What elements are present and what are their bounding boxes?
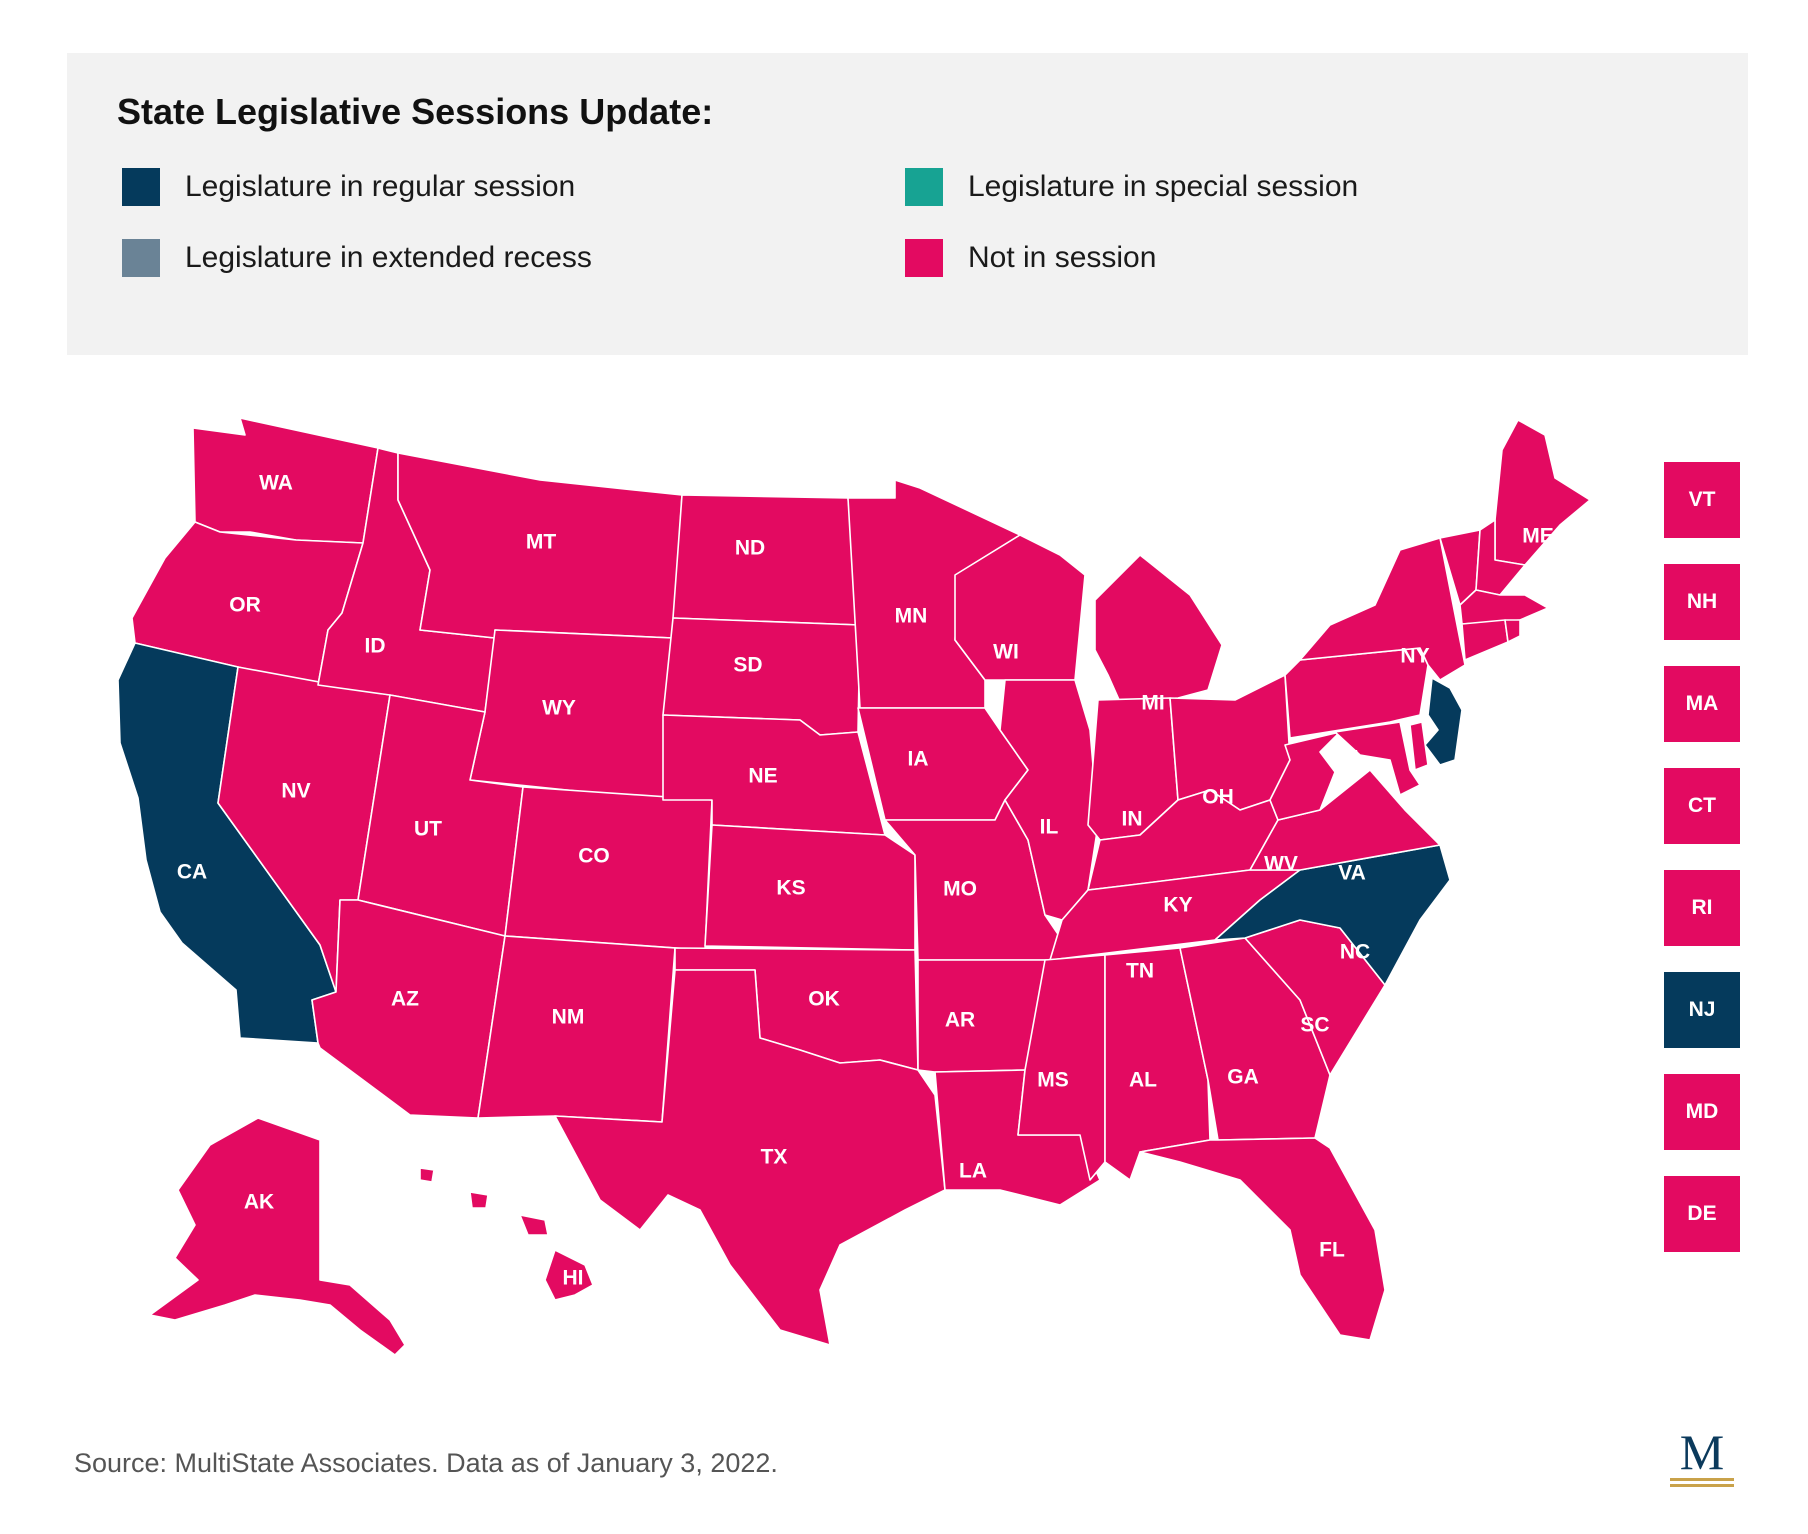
label-IA: IA xyxy=(908,748,929,771)
state-RI[interactable] xyxy=(1504,619,1521,643)
state-box-CT[interactable]: CT xyxy=(1664,768,1740,844)
state-CO[interactable] xyxy=(504,786,713,951)
legend-item-regular: Legislature in regular session xyxy=(122,168,575,206)
label-AK: AK xyxy=(244,1191,274,1214)
label-OK: OK xyxy=(808,988,840,1011)
state-box-NJ[interactable]: NJ xyxy=(1664,972,1740,1048)
state-DE[interactable] xyxy=(1409,721,1429,771)
page-title: State Legislative Sessions Update: xyxy=(117,91,714,132)
state-HI-maui[interactable] xyxy=(519,1214,549,1236)
label-CO: CO xyxy=(578,845,610,868)
label-LA: LA xyxy=(959,1160,987,1183)
state-KS[interactable] xyxy=(704,824,916,951)
legend-label-recess: Legislature in extended recess xyxy=(185,241,592,274)
label-SD: SD xyxy=(733,654,762,677)
state-box-RI[interactable]: RI xyxy=(1664,870,1740,946)
label-MT: MT xyxy=(526,531,556,554)
label-GA: GA xyxy=(1227,1066,1259,1089)
legend-label-not-in-session: Not in session xyxy=(968,241,1157,274)
state-NC[interactable] xyxy=(1214,844,1451,986)
label-VA: VA xyxy=(1338,862,1366,885)
label-NV: NV xyxy=(281,780,310,803)
label-NY: NY xyxy=(1400,645,1429,668)
label-OR: OR xyxy=(229,594,261,617)
label-IN: IN xyxy=(1122,808,1143,831)
legend-swatch-regular xyxy=(122,168,160,206)
state-NJ[interactable] xyxy=(1424,677,1463,766)
state-MO[interactable] xyxy=(884,799,1063,961)
legend-label-special: Legislature in special session xyxy=(968,170,1359,203)
state-MA[interactable] xyxy=(1459,589,1549,625)
legend-swatch-recess xyxy=(122,239,160,277)
label-WI: WI xyxy=(993,641,1019,664)
label-WV: WV xyxy=(1264,853,1298,876)
label-OH: OH xyxy=(1202,786,1234,809)
label-ND: ND xyxy=(735,537,765,560)
label-CA: CA xyxy=(177,861,207,884)
state-TX[interactable] xyxy=(554,969,946,1346)
label-HI: HI xyxy=(563,1267,584,1290)
label-NC: NC xyxy=(1340,941,1370,964)
multistate-logo: M xyxy=(1664,1424,1740,1490)
state-MD[interactable] xyxy=(1334,721,1421,796)
label-MI: MI xyxy=(1141,692,1164,715)
us-states-map: WA OR CA NV ID MT WY UT AZ CO NM ND SD N… xyxy=(117,417,1591,1356)
label-PA: PA xyxy=(1335,747,1363,770)
state-AK[interactable] xyxy=(149,1117,406,1356)
state-box-MA[interactable]: MA xyxy=(1664,666,1740,742)
state-box-VT[interactable]: VT xyxy=(1664,462,1740,538)
label-NE: NE xyxy=(748,765,777,788)
state-box-MD[interactable]: MD xyxy=(1664,1074,1740,1150)
state-NM[interactable] xyxy=(477,935,676,1123)
state-NY[interactable] xyxy=(1299,537,1466,681)
label-TN: TN xyxy=(1126,960,1154,983)
label-SC: SC xyxy=(1300,1014,1329,1037)
label-KY: KY xyxy=(1163,894,1192,917)
label-IL: IL xyxy=(1040,816,1059,839)
label-UT: UT xyxy=(414,818,442,841)
label-ME: ME xyxy=(1522,525,1554,548)
legend-item-not-in-session: Not in session xyxy=(905,239,1156,277)
label-AL: AL xyxy=(1129,1069,1157,1092)
label-WA: WA xyxy=(259,472,293,495)
state-box-NH[interactable]: NH xyxy=(1664,564,1740,640)
state-box-DE[interactable]: DE xyxy=(1664,1176,1740,1252)
state-HI[interactable] xyxy=(544,1249,594,1301)
logo-bar-bottom xyxy=(1670,1484,1734,1487)
label-MS: MS xyxy=(1037,1069,1069,1092)
legend-label-regular: Legislature in regular session xyxy=(185,170,576,203)
logo-letter: M xyxy=(1679,1424,1725,1480)
state-HI-kauai[interactable] xyxy=(419,1167,435,1183)
label-ID: ID xyxy=(365,635,386,658)
source-note: Source: MultiState Associates. Data as o… xyxy=(74,1448,778,1478)
legend-swatch-special xyxy=(905,168,943,206)
label-NM: NM xyxy=(552,1006,585,1029)
label-AR: AR xyxy=(945,1009,975,1032)
legend-item-special: Legislature in special session xyxy=(905,168,1358,206)
legend-item-recess: Legislature in extended recess xyxy=(122,239,592,277)
legend-panel: State Legislative Sessions Update: Legis… xyxy=(67,53,1748,355)
label-KS: KS xyxy=(776,877,805,900)
label-WY: WY xyxy=(542,697,576,720)
logo-bar-top xyxy=(1670,1478,1734,1481)
state-FL[interactable] xyxy=(1139,1137,1386,1341)
state-WV[interactable] xyxy=(1269,731,1341,821)
state-IL[interactable] xyxy=(999,679,1099,921)
label-FL: FL xyxy=(1319,1239,1345,1262)
label-MO: MO xyxy=(943,878,977,901)
state-CT[interactable] xyxy=(1461,619,1509,661)
legend-swatch-not-in-session xyxy=(905,239,943,277)
label-TX: TX xyxy=(761,1146,788,1169)
state-ND[interactable] xyxy=(672,494,861,626)
state-HI-oahu[interactable] xyxy=(469,1191,489,1209)
label-AZ: AZ xyxy=(391,988,419,1011)
label-MN: MN xyxy=(895,605,928,628)
state-MI[interactable] xyxy=(1094,554,1223,703)
